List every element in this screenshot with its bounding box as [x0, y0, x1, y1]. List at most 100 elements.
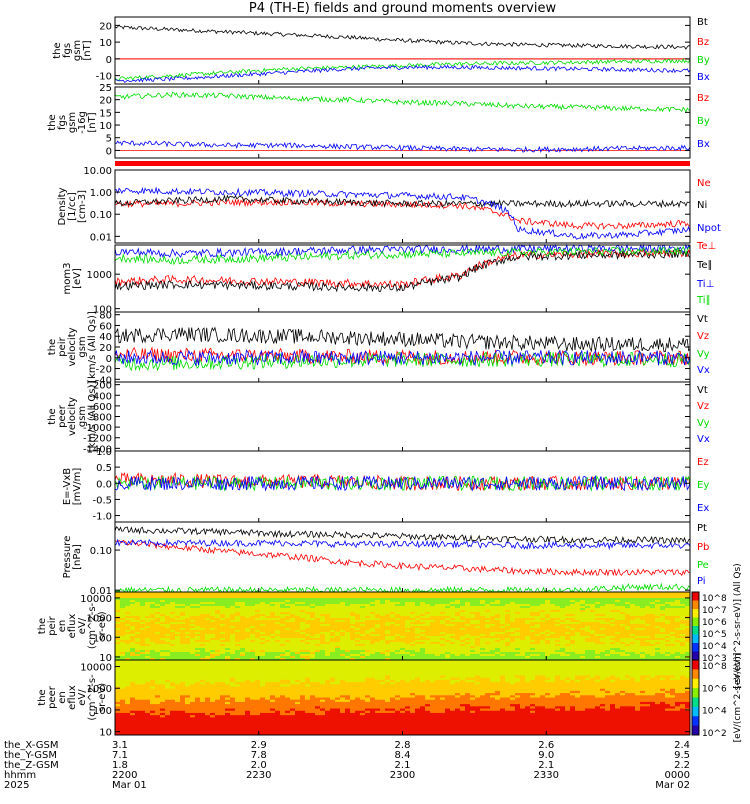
y-tick-label: 1.0: [96, 447, 112, 458]
colorbar-band: [692, 618, 699, 627]
panel-frame: [115, 87, 690, 158]
ylabel-line: [km/s (All Qs)]: [87, 311, 98, 383]
legend-entry: Ey: [697, 480, 709, 491]
legend-entry: Ni: [697, 200, 707, 211]
y-tick-label: 40: [99, 332, 112, 343]
legend-entry: Pb: [697, 542, 709, 553]
panel-frame: [115, 17, 690, 84]
ylabel-line: [nT]: [82, 40, 93, 60]
y-tick-label: 20: [99, 96, 112, 107]
y-tick-label: 5: [106, 134, 112, 145]
legend-entry: Ez: [697, 457, 709, 468]
legend-entry: Vy: [697, 418, 710, 429]
y-tick-label: 10.00: [83, 166, 112, 177]
y-tick-label: 20: [99, 21, 112, 32]
legend-entry: Bx: [697, 139, 710, 150]
y-tick-label: 1000: [87, 270, 112, 281]
legend-entry: Pt: [697, 523, 707, 534]
legend-entry: Ne: [697, 178, 711, 189]
colorbar-band: [692, 652, 699, 661]
panel-efield: Ez Ey Ex -1.0 -0.5 0.0 0.5 1.0: [92, 447, 709, 523]
colorbar-band: [692, 626, 699, 635]
legend-entry: Vy: [697, 349, 710, 360]
y-tick-label: 10: [99, 38, 112, 49]
legend-entry: Ex: [697, 503, 709, 514]
colorbar-band: [692, 635, 699, 644]
ylabel-line: [cm-3]: [77, 190, 88, 223]
ylabel-line: [mV/m]: [72, 468, 83, 506]
y-tick-label: 15: [99, 108, 112, 119]
temperature-ylabel: mom3[eV]: [62, 263, 83, 295]
y-tick-label: 0: [106, 354, 112, 365]
series-line-Npot: [115, 188, 690, 239]
colorbar-band: [692, 601, 699, 610]
y-tick-label: -1.0: [92, 512, 112, 523]
panel-fgs: Bt Bz By Bx -10 0 10 20: [96, 17, 710, 84]
legend-entry: Bz: [697, 37, 709, 48]
colorbar-tick-label: 10^5: [702, 630, 727, 640]
legend-entry: Vz: [697, 401, 709, 412]
page-title: P4 (TH-E) fields and ground moments over…: [115, 1, 690, 16]
ylabel-line: [nT]: [87, 112, 98, 132]
legend-entry: Vt: [697, 314, 708, 325]
series-line-By: [115, 92, 690, 112]
density-ylabel: Density[1/cc][cm-3]: [57, 187, 88, 225]
legend-entry: Pi: [697, 576, 706, 587]
ylabel-line: sr-eV): [97, 611, 108, 640]
y-tick-label: 10: [99, 121, 112, 132]
panel-frame: [115, 382, 690, 451]
y-tick-label: 0.01: [90, 232, 112, 243]
legend-entry: Vx: [697, 434, 710, 445]
y-tick-label: 0: [106, 55, 112, 66]
legend-entry: By: [697, 55, 710, 66]
series-line-Pt: [115, 527, 690, 544]
legend-entry: Bz: [697, 93, 709, 104]
series-line-Bt: [115, 25, 690, 49]
colorbar-band: [692, 592, 699, 601]
panel-frame: [115, 522, 690, 592]
legend-entry: Vt: [697, 385, 708, 396]
y-tick-label: 0.10: [90, 210, 112, 221]
y-tick-label: -0.5: [92, 495, 112, 506]
ylabel-line: [km/s (All Qs)]: [87, 381, 98, 453]
legend-entry: Bt: [697, 17, 708, 28]
panel-frame: [115, 170, 690, 243]
y-tick-label: 0: [106, 146, 112, 157]
legend-entry: Ti∥: [696, 295, 711, 306]
y-tick-label: 0.5: [96, 463, 112, 474]
ylabel-line: [nPa]: [72, 544, 83, 570]
legend-entry: By: [697, 116, 710, 127]
efield-ylabel: E=-VxB[mV/m]: [62, 468, 83, 506]
y-tick-label: -10: [96, 72, 112, 83]
ylabel-line: [eV]: [72, 268, 83, 289]
panel-frame: [115, 312, 690, 382]
y-tick-label: 60: [99, 321, 112, 332]
legend-entry: Te⊥: [696, 241, 716, 252]
colorbar-band: [692, 609, 699, 618]
y-tick-label: 1.00: [90, 188, 112, 199]
legend-entry: Pe: [697, 560, 709, 571]
y-tick-label: 80: [99, 311, 112, 322]
legend-entry: Bx: [697, 72, 710, 83]
colorbar-tick-label: 10^7: [702, 606, 727, 616]
colorbar-tick-label: 10^8: [702, 594, 727, 604]
colorbar-tick-label: 10^6: [702, 618, 727, 628]
legend-entry: Vx: [697, 365, 710, 376]
y-tick-label: 0.0: [96, 479, 112, 490]
series-line-Pb: [115, 540, 690, 575]
y-tick-label: 0.10: [90, 546, 112, 557]
